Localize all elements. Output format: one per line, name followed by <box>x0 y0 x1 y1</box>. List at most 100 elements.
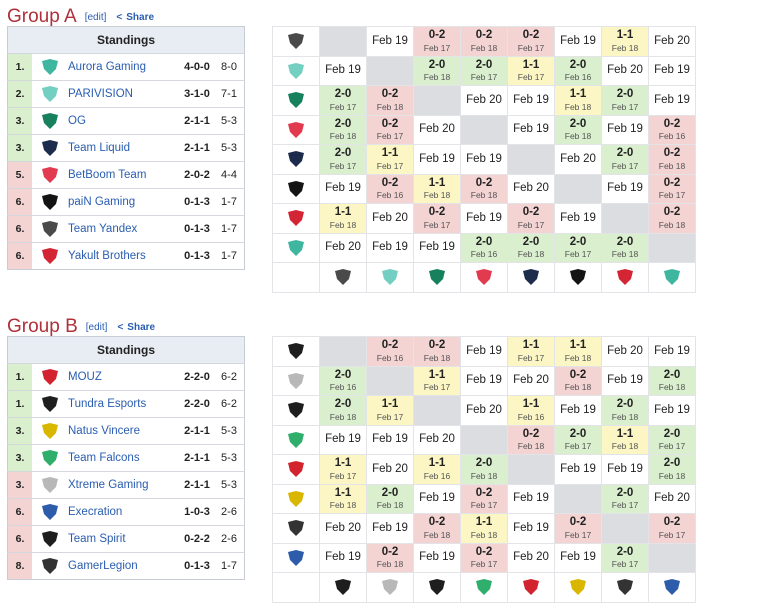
match-cell[interactable]: 1-1 Feb 18 <box>601 424 649 455</box>
match-cell[interactable]: Feb 19 <box>554 454 602 485</box>
team-name[interactable]: Xtreme Gaming <box>68 471 180 499</box>
match-cell[interactable]: 1-1 Feb 18 <box>460 513 508 544</box>
edit-link[interactable]: [edit] <box>85 321 108 333</box>
match-cell[interactable]: Feb 19 <box>554 542 602 573</box>
match-cell[interactable]: Feb 20 <box>601 55 649 86</box>
team-name[interactable]: Execration <box>68 498 180 526</box>
match-cell[interactable]: 2-0 Feb 16 <box>460 232 508 263</box>
match-cell[interactable]: Feb 19 <box>366 232 414 263</box>
match-cell[interactable]: Feb 19 <box>413 232 461 263</box>
match-cell[interactable]: 0-2 Feb 16 <box>648 114 696 145</box>
match-cell[interactable]: Feb 19 <box>648 85 696 116</box>
team-name[interactable]: MOUZ <box>68 363 180 391</box>
match-cell[interactable]: 2-0 Feb 17 <box>601 144 649 175</box>
share-button[interactable]: < Share <box>117 322 155 333</box>
match-cell[interactable]: 2-0 Feb 18 <box>319 114 367 145</box>
match-cell[interactable]: Feb 19 <box>319 424 367 455</box>
match-cell[interactable]: 0-2 Feb 17 <box>460 483 508 514</box>
match-cell[interactable]: Feb 20 <box>507 365 555 396</box>
match-cell[interactable]: Feb 19 <box>413 542 461 573</box>
match-cell[interactable]: 1-1 Feb 18 <box>319 483 367 514</box>
match-cell[interactable]: Feb 20 <box>648 483 696 514</box>
match-cell[interactable]: Feb 20 <box>601 336 649 367</box>
match-cell[interactable]: Feb 20 <box>507 173 555 204</box>
team-name[interactable]: Tundra Esports <box>68 390 180 418</box>
match-cell[interactable]: 2-0 Feb 18 <box>648 454 696 485</box>
match-cell[interactable]: Feb 20 <box>507 542 555 573</box>
match-cell[interactable]: 2-0 Feb 16 <box>319 365 367 396</box>
match-cell[interactable]: Feb 20 <box>413 424 461 455</box>
match-cell[interactable]: Feb 19 <box>507 513 555 544</box>
match-cell[interactable]: 2-0 Feb 18 <box>319 395 367 426</box>
team-name[interactable]: Aurora Gaming <box>68 53 180 81</box>
match-cell[interactable]: Feb 19 <box>648 336 696 367</box>
match-cell[interactable]: 0-2 Feb 18 <box>554 365 602 396</box>
team-name[interactable]: Yakult Brothers <box>68 242 180 270</box>
match-cell[interactable]: 1-1 Feb 16 <box>413 454 461 485</box>
team-name[interactable]: GamerLegion <box>68 552 180 580</box>
team-name[interactable]: OG <box>68 107 180 135</box>
match-cell[interactable]: 1-1 Feb 17 <box>319 454 367 485</box>
match-cell[interactable]: 1-1 Feb 18 <box>319 203 367 234</box>
match-cell[interactable]: Feb 20 <box>460 85 508 116</box>
match-cell[interactable]: 0-2 Feb 18 <box>648 144 696 175</box>
match-cell[interactable]: 1-1 Feb 17 <box>413 365 461 396</box>
match-cell[interactable]: Feb 19 <box>460 144 508 175</box>
share-button[interactable]: < Share <box>116 12 154 23</box>
match-cell[interactable]: 0-2 Feb 18 <box>366 85 414 116</box>
match-cell[interactable]: 1-1 Feb 18 <box>554 336 602 367</box>
match-cell[interactable]: Feb 20 <box>319 513 367 544</box>
match-cell[interactable]: Feb 19 <box>554 203 602 234</box>
match-cell[interactable]: 1-1 Feb 16 <box>507 395 555 426</box>
match-cell[interactable]: 0-2 Feb 18 <box>366 542 414 573</box>
match-cell[interactable]: 2-0 Feb 17 <box>601 542 649 573</box>
match-cell[interactable]: 2-0 Feb 17 <box>319 85 367 116</box>
match-cell[interactable]: 0-2 Feb 17 <box>507 203 555 234</box>
match-cell[interactable]: 2-0 Feb 17 <box>601 483 649 514</box>
match-cell[interactable]: 2-0 Feb 17 <box>601 85 649 116</box>
match-cell[interactable]: Feb 19 <box>601 114 649 145</box>
match-cell[interactable]: 2-0 Feb 17 <box>648 424 696 455</box>
match-cell[interactable]: 2-0 Feb 18 <box>507 232 555 263</box>
match-cell[interactable]: 2-0 Feb 18 <box>460 454 508 485</box>
match-cell[interactable]: Feb 20 <box>319 232 367 263</box>
match-cell[interactable]: 0-2 Feb 17 <box>507 26 555 57</box>
match-cell[interactable]: 1-1 Feb 18 <box>554 85 602 116</box>
team-name[interactable]: Natus Vincere <box>68 417 180 445</box>
match-cell[interactable]: 0-2 Feb 17 <box>648 513 696 544</box>
match-cell[interactable]: 2-0 Feb 17 <box>554 232 602 263</box>
match-cell[interactable]: 1-1 Feb 18 <box>413 173 461 204</box>
match-cell[interactable]: 1-1 Feb 17 <box>366 144 414 175</box>
match-cell[interactable]: 2-0 Feb 17 <box>554 424 602 455</box>
match-cell[interactable]: 0-2 Feb 17 <box>554 513 602 544</box>
match-cell[interactable]: 1-1 Feb 17 <box>507 55 555 86</box>
match-cell[interactable]: Feb 19 <box>601 365 649 396</box>
match-cell[interactable]: Feb 19 <box>507 85 555 116</box>
match-cell[interactable]: Feb 19 <box>413 483 461 514</box>
match-cell[interactable]: Feb 19 <box>554 26 602 57</box>
match-cell[interactable]: 2-0 Feb 16 <box>554 55 602 86</box>
match-cell[interactable]: 1-1 Feb 17 <box>507 336 555 367</box>
match-cell[interactable]: 2-0 Feb 18 <box>601 395 649 426</box>
team-name[interactable]: Team Spirit <box>68 525 180 553</box>
edit-link[interactable]: [edit] <box>84 11 107 23</box>
match-cell[interactable]: Feb 19 <box>319 542 367 573</box>
match-cell[interactable]: 2-0 Feb 18 <box>601 232 649 263</box>
match-cell[interactable]: 2-0 Feb 17 <box>460 55 508 86</box>
team-name[interactable]: Team Falcons <box>68 444 180 472</box>
match-cell[interactable]: Feb 20 <box>554 144 602 175</box>
match-cell[interactable]: 2-0 Feb 18 <box>554 114 602 145</box>
team-name[interactable]: PARIVISION <box>68 80 180 108</box>
match-cell[interactable]: 0-2 Feb 18 <box>648 203 696 234</box>
match-cell[interactable]: 1-1 Feb 18 <box>601 26 649 57</box>
match-cell[interactable]: Feb 20 <box>648 26 696 57</box>
match-cell[interactable]: 2-0 Feb 18 <box>366 483 414 514</box>
team-name[interactable]: paiN Gaming <box>68 188 180 216</box>
match-cell[interactable]: Feb 20 <box>366 203 414 234</box>
match-cell[interactable]: Feb 19 <box>319 55 367 86</box>
match-cell[interactable]: Feb 19 <box>554 395 602 426</box>
match-cell[interactable]: Feb 19 <box>413 144 461 175</box>
match-cell[interactable]: 2-0 Feb 18 <box>413 55 461 86</box>
match-cell[interactable]: 0-2 Feb 16 <box>366 336 414 367</box>
match-cell[interactable]: 0-2 Feb 18 <box>413 336 461 367</box>
